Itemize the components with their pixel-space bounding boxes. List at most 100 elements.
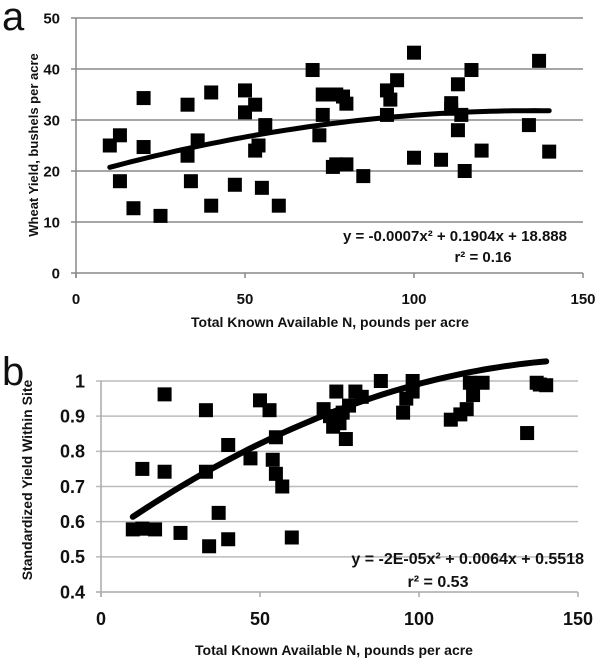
data-point [243,451,258,466]
x-tick-label: 150 [570,291,595,308]
data-point [268,466,283,481]
data-point [356,169,371,184]
data-point [254,180,269,195]
y-tick-labels-a: 0 10 20 30 40 50 [43,10,60,282]
data-point [180,97,195,112]
data-point [407,45,421,60]
data-point [248,97,263,112]
data-point [339,96,354,111]
data-point [183,174,198,189]
x-tick-label: 100 [404,609,434,629]
data-point [180,148,195,163]
y-tick-label: 0.5 [60,547,85,567]
y-tick-label: 50 [43,10,60,27]
r2-label-a: r² = 0.16 [454,249,511,266]
data-point [258,118,273,133]
data-point [542,144,557,159]
data-point [450,123,465,138]
data-point [464,63,479,78]
data-point [329,384,344,399]
x-tick-label: 50 [250,609,270,629]
panel-label-b: b [2,350,24,394]
data-point [126,201,141,216]
data-point [373,374,388,388]
data-point [390,73,405,88]
data-point [227,177,242,192]
x-tick-label: 0 [96,609,106,629]
data-point [251,138,266,153]
data-point [332,416,347,431]
equation-label-b: y = -2E-05x² + 0.0064x + 0.5518 [351,551,584,568]
data-point [204,198,219,213]
points-a [102,45,557,223]
panel-b: b 0.4 0.5 0.6 0.7 0.8 0.9 1 0 50 100 150 Total Kn… [2,350,593,658]
data-point [474,143,489,158]
panel-a: a 0 10 20 30 40 50 0 50 100 150 Total Known Avai… [2,0,596,330]
data-point [275,479,290,494]
points-b [125,374,554,554]
y-tick-label: 1 [75,371,85,391]
data-point [338,432,353,447]
data-point [112,128,127,143]
data-point [173,525,188,540]
data-point [112,174,127,189]
y-axis-title-a: Wheat Yield, bushels per acre [26,53,41,237]
data-point [148,522,163,537]
data-point [136,140,151,155]
data-point [532,53,547,68]
y-axis-title-b: Standardized Yield Within Site [19,380,35,581]
data-point [315,87,330,102]
y-tick-label: 0.6 [60,512,85,532]
y-tick-label: 30 [43,112,60,129]
data-point [211,505,226,520]
data-point [520,426,535,441]
data-point [457,164,472,178]
data-point [383,92,398,107]
data-point [135,521,150,536]
data-point [459,402,474,417]
x-axis-title-b: Total Known Available N, pounds per acre [195,642,473,658]
equation-label-a: y = -0.0007x² + 0.1904x + 18.888 [343,228,567,245]
data-point [265,452,280,467]
x-tick-label: 100 [401,291,426,308]
data-point [198,403,213,418]
data-point [450,77,465,92]
trendline-b [129,358,550,520]
data-point [462,375,477,390]
y-tick-label: 20 [43,163,60,180]
data-point [475,375,490,390]
data-point [521,118,536,133]
trendline-a [107,108,552,170]
data-point [466,388,481,403]
x-tick-labels-a: 0 50 100 150 [72,291,596,308]
data-point [204,85,219,100]
data-point [407,150,421,165]
data-point [312,128,327,143]
data-point [202,539,217,554]
data-point [315,107,330,122]
data-point [284,530,299,545]
x-axis-title-a: Total Known Available N, pounds per acre [191,314,469,330]
x-tick-label: 0 [72,291,80,308]
data-point [262,403,277,418]
x-tick-label: 150 [563,609,593,629]
y-tick-label: 0.7 [60,477,85,497]
data-point [157,387,172,402]
data-point [221,532,236,547]
data-point [396,405,411,420]
data-point [329,157,344,172]
x-tick-labels-b: 0 50 100 150 [96,609,593,629]
panel-label-a: a [2,0,25,39]
y-tick-label: 0.8 [60,442,85,462]
y-tick-label: 0 [52,265,60,282]
x-tick-label: 50 [237,291,254,308]
y-tick-label: 0.9 [60,406,85,426]
y-tick-label: 40 [43,61,60,78]
data-point [136,91,151,106]
data-point [271,198,286,213]
data-point [305,63,320,78]
data-point [532,377,547,392]
data-point [221,438,236,453]
data-point [153,208,168,223]
